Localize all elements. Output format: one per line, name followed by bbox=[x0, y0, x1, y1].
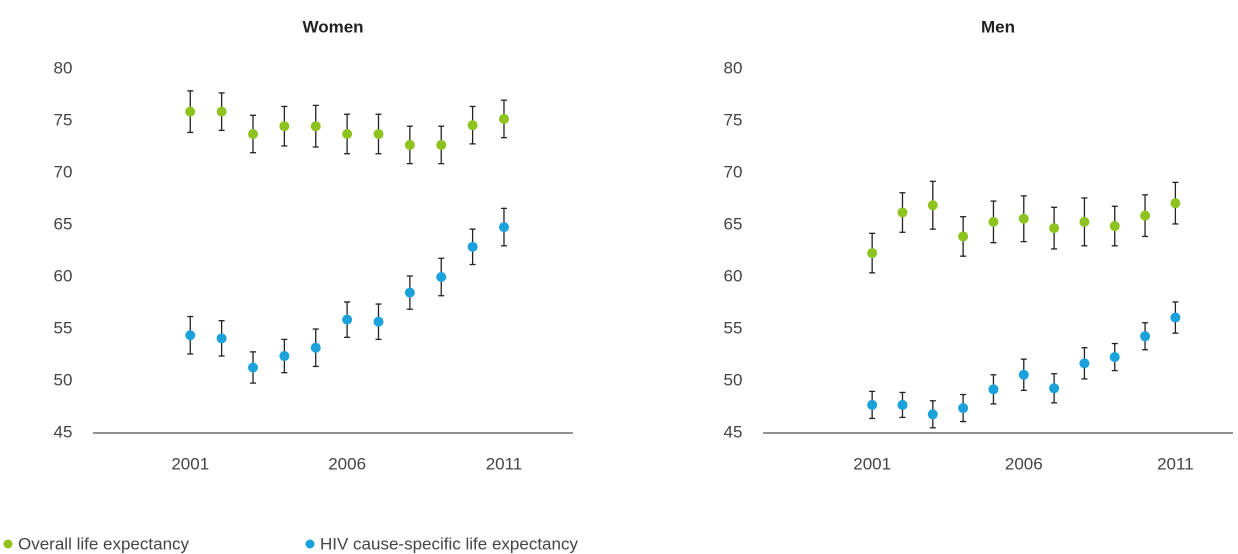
y-tick-label: 80 bbox=[54, 58, 73, 77]
point bbox=[436, 139, 447, 150]
y-tick-label: 70 bbox=[54, 162, 73, 181]
point bbox=[1109, 221, 1120, 232]
point bbox=[498, 222, 509, 233]
point bbox=[248, 129, 258, 139]
y-tick-label: 50 bbox=[724, 370, 743, 389]
y-tick-label: 70 bbox=[724, 162, 743, 181]
point bbox=[279, 351, 290, 362]
point bbox=[342, 129, 353, 139]
point bbox=[1049, 383, 1060, 394]
point bbox=[927, 409, 938, 420]
legend-label: HIV cause-specific life expectancy bbox=[320, 534, 578, 553]
chart-title: Women bbox=[302, 17, 363, 36]
y-tick-label: 60 bbox=[724, 266, 743, 285]
y-tick-label: 45 bbox=[54, 422, 73, 441]
x-tick-label: 2006 bbox=[1005, 454, 1043, 473]
x-tick-label: 2001 bbox=[853, 454, 891, 473]
point bbox=[310, 121, 321, 132]
y-tick-label: 55 bbox=[54, 318, 73, 337]
point bbox=[1170, 312, 1181, 323]
point bbox=[1109, 352, 1120, 363]
x-tick-label: 2006 bbox=[328, 454, 366, 473]
point bbox=[310, 342, 321, 353]
y-tick-label: 60 bbox=[54, 266, 73, 285]
x-tick-label: 2011 bbox=[486, 454, 523, 473]
point bbox=[216, 106, 227, 117]
point bbox=[958, 231, 969, 242]
point bbox=[897, 207, 908, 218]
legend-swatch bbox=[3, 539, 13, 549]
y-tick-label: 65 bbox=[54, 214, 73, 233]
point bbox=[988, 216, 999, 227]
y-tick-label: 65 bbox=[724, 214, 743, 233]
y-tick-label: 50 bbox=[54, 370, 73, 389]
point bbox=[498, 113, 509, 124]
point bbox=[1018, 369, 1029, 380]
point bbox=[867, 399, 878, 410]
point bbox=[897, 399, 908, 410]
point bbox=[988, 384, 999, 395]
point bbox=[1018, 213, 1029, 224]
point bbox=[216, 333, 227, 344]
point bbox=[185, 330, 196, 341]
point bbox=[404, 287, 415, 298]
y-tick-label: 75 bbox=[54, 110, 73, 129]
point bbox=[1170, 198, 1181, 209]
point bbox=[1079, 358, 1090, 369]
x-tick-label: 2001 bbox=[171, 454, 209, 473]
point bbox=[373, 129, 384, 139]
y-tick-label: 80 bbox=[724, 58, 743, 77]
point bbox=[467, 120, 478, 131]
point bbox=[867, 248, 878, 259]
point bbox=[927, 200, 938, 211]
point bbox=[279, 121, 290, 132]
x-tick-label: 2011 bbox=[1157, 454, 1194, 473]
legend-swatch bbox=[305, 539, 315, 549]
point bbox=[373, 316, 384, 327]
point bbox=[185, 106, 196, 117]
point bbox=[1140, 210, 1151, 221]
point bbox=[1049, 223, 1060, 234]
point bbox=[248, 362, 258, 373]
point bbox=[404, 139, 415, 150]
y-tick-label: 75 bbox=[724, 110, 743, 129]
legend-label: Overall life expectancy bbox=[18, 534, 190, 553]
point bbox=[1079, 216, 1090, 227]
point bbox=[1140, 331, 1151, 342]
point bbox=[467, 241, 478, 252]
point bbox=[436, 272, 447, 282]
chart-title: Men bbox=[981, 17, 1015, 36]
y-tick-label: 45 bbox=[724, 422, 743, 441]
point bbox=[958, 403, 969, 414]
point bbox=[342, 314, 353, 325]
y-tick-label: 55 bbox=[724, 318, 743, 337]
